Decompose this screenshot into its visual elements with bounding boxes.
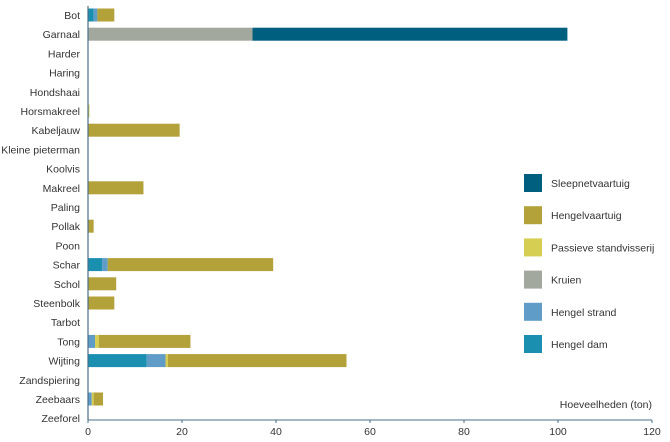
bar-segment bbox=[91, 392, 94, 406]
bar-segment bbox=[252, 27, 568, 41]
category-label: Harder bbox=[48, 48, 81, 60]
bar-segment bbox=[88, 296, 115, 310]
category-label: Zeeforel bbox=[41, 413, 80, 425]
category-label: Pollak bbox=[51, 221, 80, 233]
x-tick-label: 80 bbox=[458, 426, 470, 438]
legend-label: Hengelvaartuig bbox=[551, 210, 622, 222]
category-label: Kleine pieterman bbox=[1, 144, 80, 156]
axis-layer: 0 20 40 60 80 100 120 bbox=[85, 6, 661, 438]
legend-label: Sleepnetvaartuig bbox=[551, 178, 630, 190]
legend-swatch bbox=[524, 335, 542, 353]
x-tick-label: 40 bbox=[270, 426, 282, 438]
x-tick-label: 20 bbox=[176, 426, 188, 438]
category-label: Haring bbox=[49, 68, 80, 80]
bar-segment bbox=[88, 181, 144, 195]
bar-segment bbox=[95, 334, 99, 348]
bar-segment bbox=[88, 104, 90, 118]
bar-segment bbox=[88, 258, 103, 272]
x-tick-label: 100 bbox=[549, 426, 567, 438]
bar-segment bbox=[93, 392, 104, 406]
legend-swatch bbox=[524, 238, 542, 257]
x-tick-label: 0 bbox=[85, 426, 91, 438]
bar-segment bbox=[97, 8, 115, 22]
category-label: Zandspiering bbox=[19, 375, 80, 387]
bar-segment bbox=[146, 354, 166, 368]
legend-label: Kruien bbox=[551, 275, 582, 287]
category-label: Tong bbox=[57, 336, 80, 348]
bar-segment bbox=[88, 219, 94, 233]
bar-segment bbox=[88, 392, 92, 406]
legend-swatch bbox=[524, 174, 542, 192]
bar-segment bbox=[107, 258, 274, 272]
category-labels-layer: Bot Garnaal Harder Haring Hondshaai Horsmakre… bbox=[1, 10, 81, 425]
x-tick-label: 60 bbox=[364, 426, 376, 438]
bar-segment bbox=[88, 334, 96, 348]
category-label: Hondshaai bbox=[30, 87, 80, 99]
bar-segment bbox=[88, 8, 94, 22]
legend-label: Hengel strand bbox=[551, 307, 617, 319]
x-axis-title: Hoeveelheden (ton) bbox=[560, 399, 652, 411]
bar-segment bbox=[88, 27, 253, 41]
legend-swatch bbox=[524, 206, 542, 225]
category-label: Bot bbox=[64, 10, 80, 22]
bar-segment bbox=[167, 354, 347, 368]
category-label: Tarbot bbox=[51, 317, 80, 329]
bar-segment bbox=[102, 258, 108, 272]
legend-swatch bbox=[524, 302, 542, 321]
category-label: Schar bbox=[53, 260, 81, 272]
category-label: Wijting bbox=[48, 356, 80, 368]
category-label: Kabeljauw bbox=[32, 125, 81, 137]
bar-segment bbox=[93, 8, 98, 22]
bars-layer bbox=[88, 8, 568, 406]
bar-segment bbox=[88, 354, 147, 368]
legend-swatch bbox=[524, 270, 542, 289]
bar-segment bbox=[165, 354, 168, 368]
category-label: Horsmakreel bbox=[20, 106, 80, 118]
category-label: Zeebaars bbox=[36, 394, 80, 406]
legend: Sleepnetvaartuig Hengelvaartuig Passieve s… bbox=[524, 174, 654, 353]
legend-label: Passieve standvisserij bbox=[551, 242, 654, 254]
category-label: Makreel bbox=[43, 183, 80, 195]
bar-segment bbox=[88, 277, 117, 291]
bar-segment bbox=[88, 123, 180, 137]
legend-label: Hengel dam bbox=[551, 339, 608, 351]
category-label: Poon bbox=[55, 240, 80, 252]
bar-segment bbox=[98, 334, 191, 348]
category-label: Steenbolk bbox=[33, 298, 80, 310]
category-label: Paling bbox=[51, 202, 80, 214]
category-label: Garnaal bbox=[43, 29, 80, 41]
category-label: Schol bbox=[54, 279, 80, 291]
category-label: Koolvis bbox=[46, 164, 80, 176]
x-tick-label: 120 bbox=[643, 426, 661, 438]
